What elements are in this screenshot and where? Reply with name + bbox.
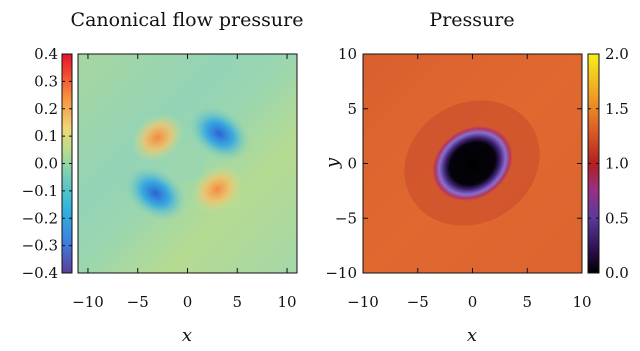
pressure-y-tick-label: 0: [347, 155, 357, 173]
canonical-x-tick-label: 10: [277, 293, 296, 311]
pressure-low-core: [430, 124, 515, 203]
canonical-x-tick-label: −10: [72, 293, 104, 311]
pressure-y-axis: −10 −5 0 5 10: [325, 45, 582, 282]
canonical-low-pressure-lobe: [188, 105, 251, 162]
pressure-x-tick-label: −5: [407, 293, 429, 311]
pressure-heatmap: [363, 54, 582, 273]
pressure-x-tick-label: −10: [347, 293, 379, 311]
pressure-title: Pressure: [429, 9, 514, 31]
canonical-x-axis: −10 −5 0 5 10: [72, 54, 297, 311]
pressure-panel: Pressure −10 −5 0 5 10 −10 −5 0 5 10 x y 0.0 0.5 1…: [322, 9, 629, 346]
pressure-x-tick-label: 0: [468, 293, 478, 311]
pressure-x-tick-label: 5: [522, 293, 532, 311]
canonical-colorbar-tick-label: −0.3: [22, 237, 58, 255]
canonical-colorbar-tick-label: 0.2: [34, 100, 58, 118]
pressure-x-axis: −10 −5 0 5 10: [347, 54, 592, 311]
canonical-colorbar-tick-label: −0.1: [22, 182, 58, 200]
canonical-heatmap: [78, 54, 297, 273]
pressure-y-tick-label: −10: [325, 264, 357, 282]
canonical-x-tick-label: 0: [183, 293, 193, 311]
canonical-x-tick-label: 5: [232, 293, 242, 311]
pressure-y-tick-label: 10: [338, 45, 357, 63]
pressure-colorbar: 0.0 0.5 1.0 1.5 2.0: [587, 45, 629, 282]
pressure-colorbar-tick-label: 0.5: [605, 209, 629, 227]
pressure-colorbar-tick-label: 0.0: [605, 264, 629, 282]
canonical-colorbar: −0.4 −0.3 −0.2 −0.1 0.0 0.1 0.2 0.3 0.4: [22, 45, 73, 282]
canonical-colorbar-tick-label: 0.3: [34, 72, 58, 90]
canonical-title: Canonical flow pressure: [71, 9, 304, 31]
pressure-colorbar-tick-label: 1.0: [605, 155, 629, 173]
pressure-x-tick-label: 10: [572, 293, 591, 311]
canonical-high-pressure-lobe: [191, 165, 244, 214]
canonical-low-pressure-lobe: [124, 165, 187, 222]
pressure-y-tick-label: −5: [335, 209, 357, 227]
pressure-colorbar-tick-label: 1.5: [605, 100, 629, 118]
pressure-x-label: x: [467, 325, 477, 346]
canonical-high-pressure-lobe: [131, 113, 184, 162]
canonical-x-label: x: [182, 325, 192, 346]
canonical-colorbar-fill: [62, 54, 72, 273]
canonical-panel: Canonical flow pressure −10 −5 0 5 10 x −0.4…: [22, 9, 304, 346]
canonical-colorbar-tick-label: 0.4: [34, 45, 58, 63]
canonical-cylinder: [169, 145, 205, 181]
canonical-colorbar-tick-label: −0.2: [22, 209, 58, 227]
canonical-colorbar-tick-label: 0.0: [34, 155, 58, 173]
canonical-colorbar-tick-label: 0.1: [34, 127, 58, 145]
pressure-colorbar-tick-label: 2.0: [605, 45, 629, 63]
pressure-y-label: y: [322, 157, 343, 169]
canonical-x-tick-label: −5: [127, 293, 149, 311]
pressure-y-tick-label: 5: [347, 100, 357, 118]
canonical-colorbar-tick-label: −0.4: [22, 264, 58, 282]
pressure-colorbar-fill: [588, 54, 599, 273]
